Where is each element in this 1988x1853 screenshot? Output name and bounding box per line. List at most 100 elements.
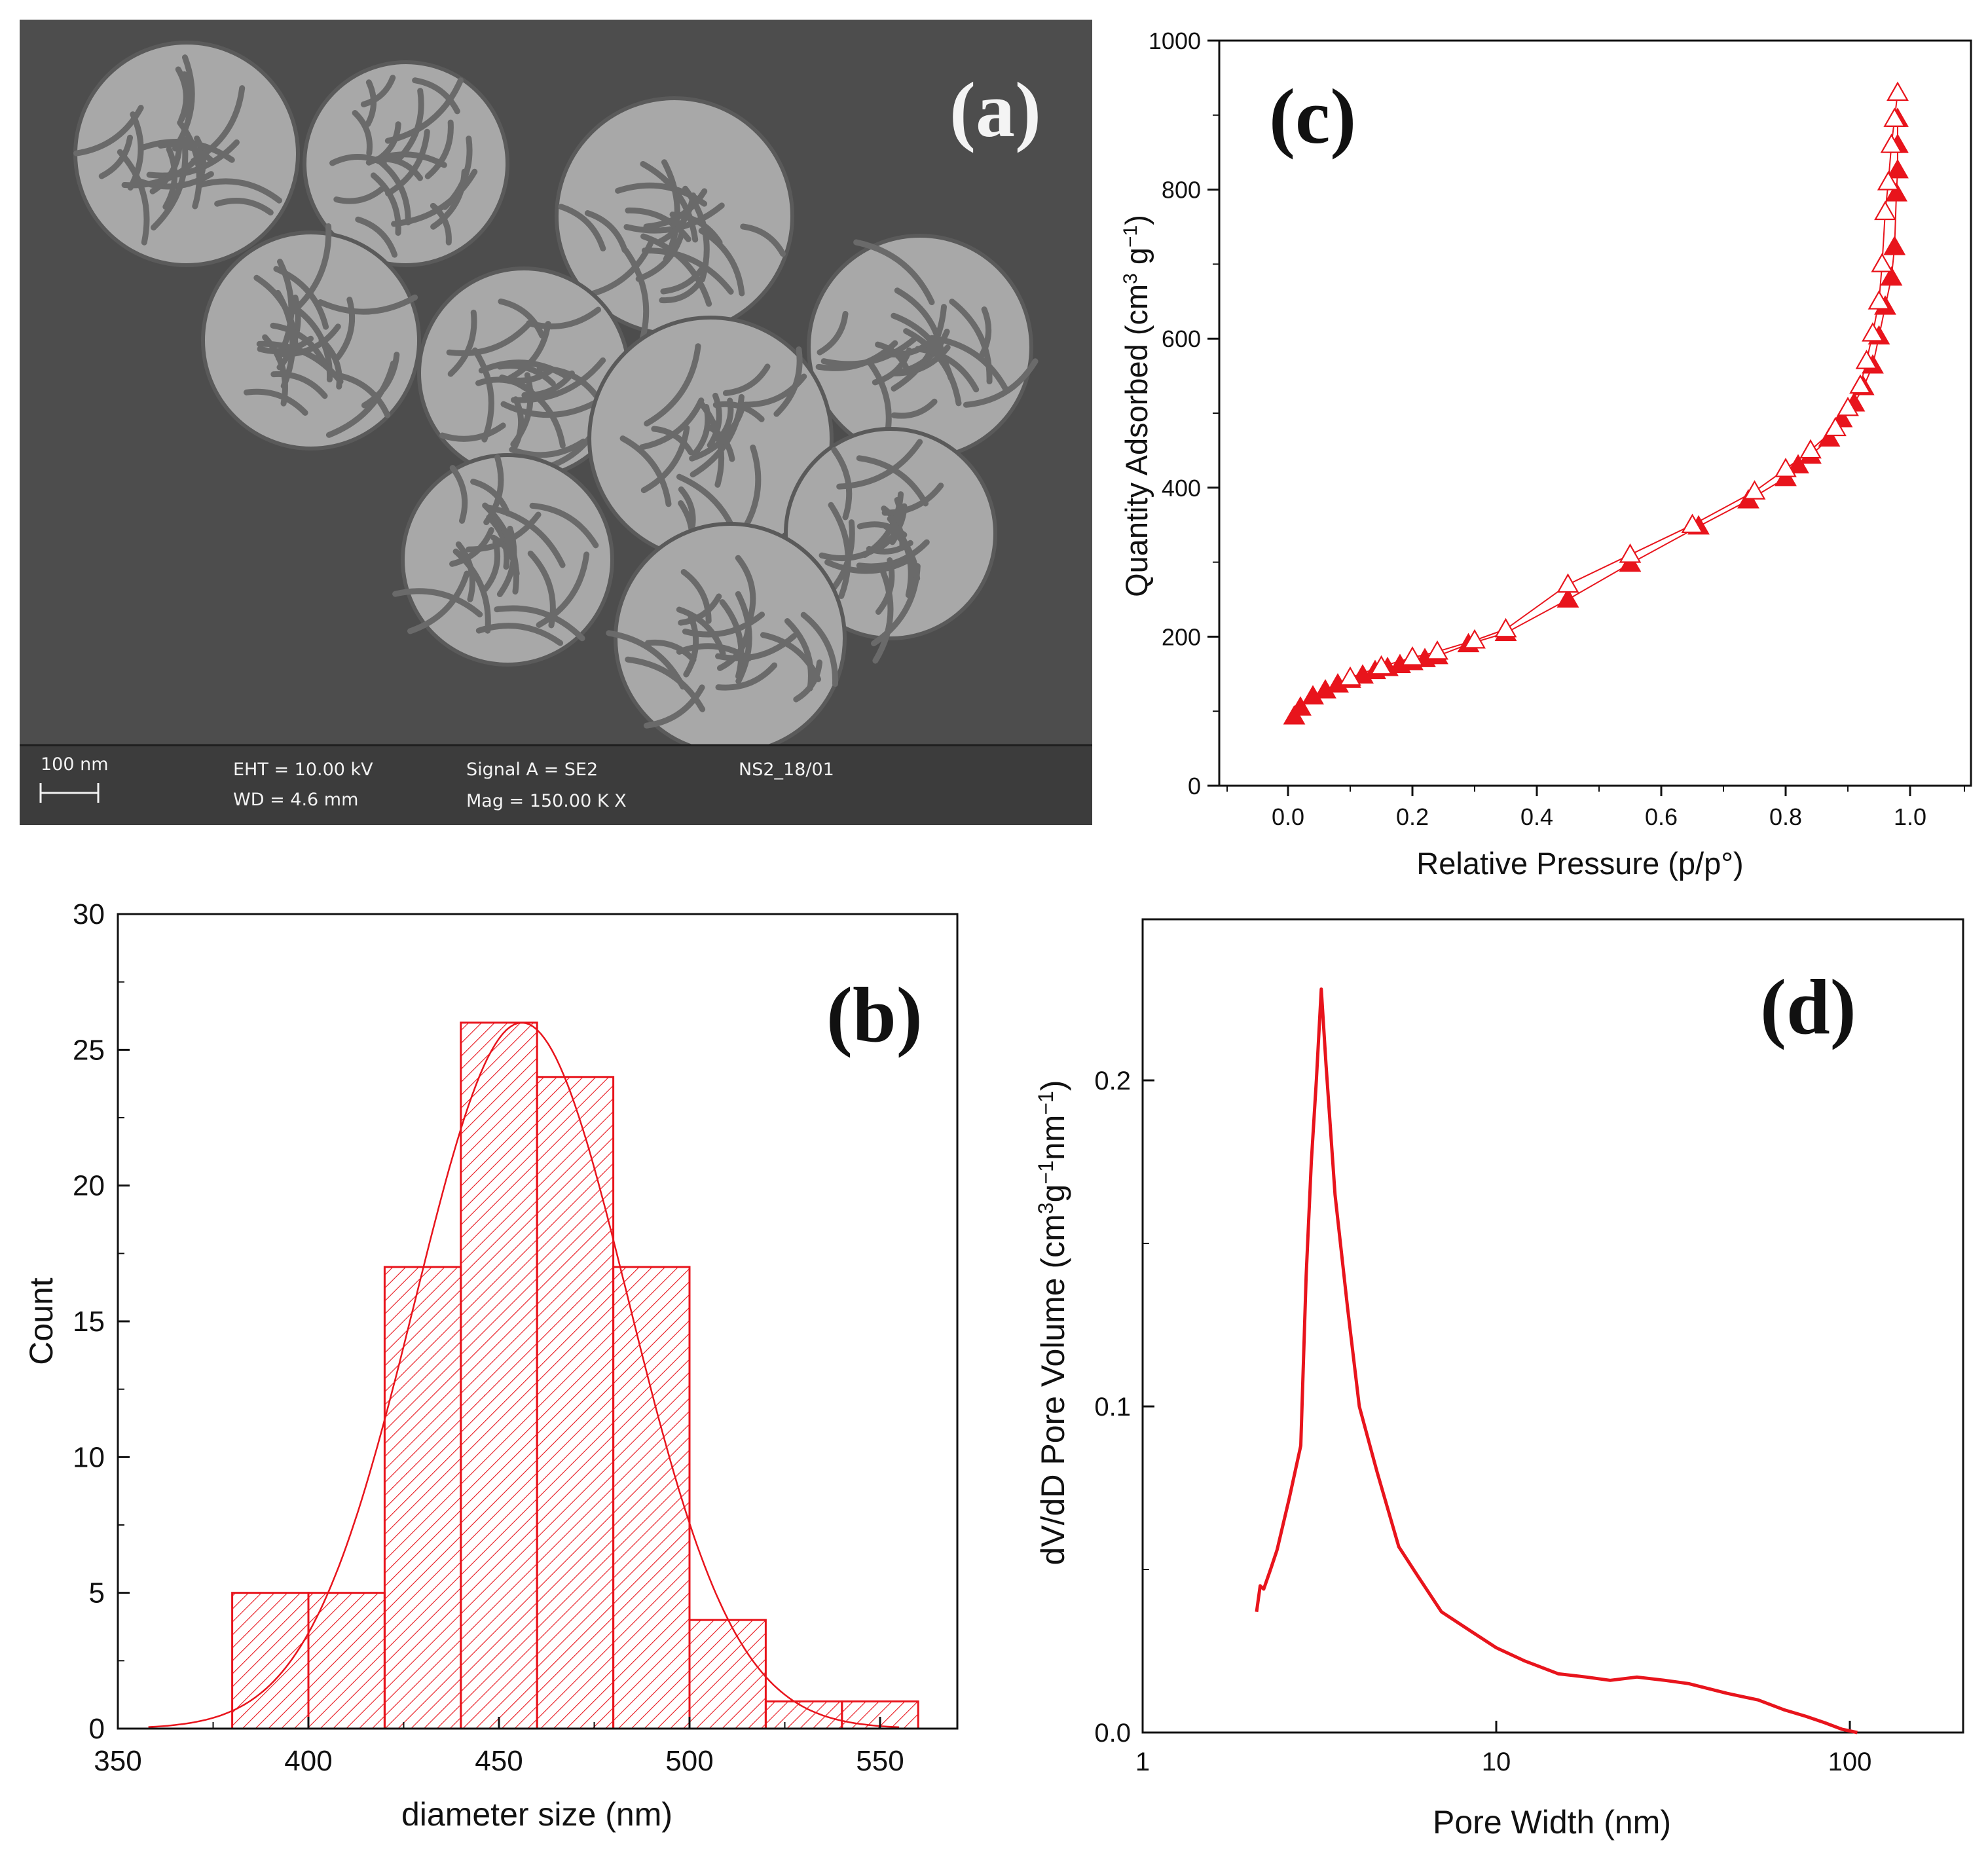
x-tick-label: 350 [94,1745,141,1777]
adsorption-marker [1883,236,1906,255]
desorption-marker [1775,458,1797,477]
scale-bar [39,783,100,803]
scale-bar-label: 100 nm [41,754,109,775]
desorption-marker [1799,439,1822,459]
y-tick-label: 10 [73,1441,105,1473]
isotherm-x-axis-label: Relative Pressure (p/p°) [1416,846,1743,881]
desorption-marker [1871,253,1894,272]
pore-plot-frame [1141,918,1964,1734]
x-tick-label: 1.0 [1894,803,1926,830]
sem-particle [392,453,614,667]
pore-ticks: 1 10 100 0.0 0.1 0.2 [1094,1067,1871,1776]
y-tick-label: 5 [89,1577,105,1609]
desorption-marker [1868,290,1890,310]
histogram-bar [536,1076,615,1730]
y-tick-label: 15 [73,1306,105,1338]
desorption-marker [1824,416,1847,437]
sem-particle [587,316,834,563]
y-tick-label: 30 [73,898,105,930]
adsorption-marker [1885,182,1907,202]
desorption-marker [1862,322,1884,342]
y-tick-label: 400 [1162,475,1201,502]
desorption-marker [1887,81,1909,101]
desorption-marker [1494,617,1517,638]
x-tick-label: 0.8 [1769,803,1802,830]
sem-particle [606,522,847,745]
histogram-x-axis-label: diameter size (nm) [401,1796,672,1833]
y-tick-label: 0.2 [1094,1067,1131,1095]
adsorption-marker [1887,158,1909,179]
pore-x-axis-label: Pore Width (nm) [1433,1804,1671,1841]
normal-fit-curve [148,1021,900,1729]
histogram-bar [231,1592,310,1730]
size-histogram: 350 400 450 500 550 0 5 10 15 20 25 30 (b) diameter… [23,898,959,1833]
adsorption-line [1293,119,1898,717]
y-tick-label: 0.1 [1094,1393,1131,1422]
y-tick-label: 25 [73,1034,105,1066]
adsorption-marker [1556,588,1579,608]
histogram-bar [307,1592,386,1730]
histogram-bars [231,1021,919,1730]
histogram-bar [612,1266,691,1730]
isotherm-y-axis-label: Quantity Adsorbed (cm3 g−1) [1119,215,1154,597]
desorption-marker [1874,200,1896,221]
x-tick-label: 450 [475,1745,523,1777]
sem-info-bar [20,745,1092,825]
desorption-marker [1855,350,1878,369]
histogram-bar [764,1700,843,1730]
y-tick-label: 0 [1188,773,1201,799]
histogram-ticks: 350 400 450 500 550 0 5 10 15 20 25 30 [73,898,904,1777]
sem-particle [201,223,421,450]
x-tick-label: 550 [856,1745,904,1777]
desorption-marker [1339,666,1361,686]
mag-text: Mag = 150.00 K X [466,791,627,811]
x-tick-label: 0.2 [1396,803,1429,830]
signal-text: Signal A = SE2 [466,760,598,780]
desorption-marker [1463,629,1486,649]
desorption-marker [1619,543,1642,563]
y-tick-label: 0.0 [1094,1719,1131,1748]
desorption-marker [1681,513,1704,534]
x-tick-label: 0.6 [1645,803,1678,830]
panel-a-label: (a) [949,66,1041,153]
adsorption-marker [1880,266,1903,286]
x-tick-label: 100 [1828,1748,1872,1776]
desorption-marker [1743,480,1766,500]
sem-particle [807,234,1039,460]
y-tick-label: 1000 [1149,28,1201,54]
histogram-bar [383,1266,462,1730]
sem-image-panel: 100 nm EHT = 10.00 kV WD = 4.6 mm Signal… [20,20,1092,825]
desorption-marker [1883,107,1906,127]
y-tick-label: 800 [1162,177,1201,204]
panel-c-label: (c) [1269,73,1356,160]
x-tick-label: 0.4 [1520,803,1553,830]
desorption-marker [1849,374,1871,394]
histogram-bar [460,1021,538,1730]
pore-distribution-line [1255,987,1858,1734]
desorption-marker [1370,655,1393,675]
x-tick-label: 1 [1135,1748,1150,1776]
desorption-marker [1837,396,1859,416]
desorption-marker [1426,640,1448,660]
isotherm-series [1283,81,1909,725]
pore-y-axis-label: dV/dD Pore Volume (cm3g−1nm−1) [1034,1080,1071,1565]
panel-b-label: (b) [826,971,923,1058]
desorption-marker [1401,646,1424,666]
sem-particle [555,96,794,350]
desorption-marker [1877,171,1900,191]
eht-text: EHT = 10.00 kV [233,760,373,780]
y-tick-label: 200 [1162,623,1201,650]
histogram-bar [688,1619,767,1730]
x-tick-label: 0.0 [1272,803,1304,830]
x-tick-label: 10 [1482,1748,1511,1776]
panel-d-label: (d) [1760,963,1856,1050]
y-tick-label: 20 [73,1170,105,1202]
sem-particle [73,41,300,267]
adsorption-marker [1289,696,1312,716]
sem-particle [784,427,997,664]
desorption-line [1350,92,1898,678]
sample-id-text: NS2_18/01 [739,760,834,780]
sem-particle [303,60,509,267]
